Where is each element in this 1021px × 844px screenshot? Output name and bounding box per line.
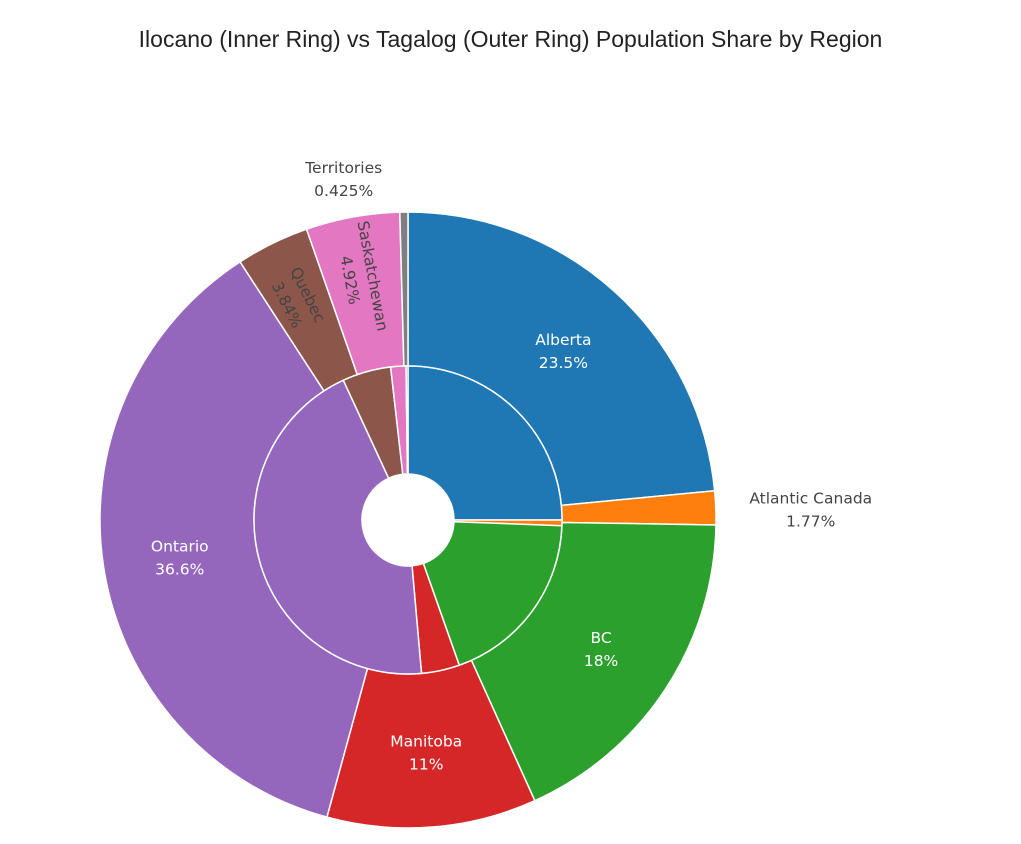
label-alberta: Alberta (535, 331, 591, 349)
chart-title: Ilocano (Inner Ring) vs Tagalog (Outer R… (138, 26, 883, 52)
value-alberta: 23.5% (539, 354, 588, 372)
inner-ring-ilocano (253, 365, 563, 675)
label-atlantic-canada: Atlantic Canada (749, 489, 872, 507)
label-territories: Territories (304, 159, 382, 177)
inner-slice-alberta[interactable] (407, 365, 563, 521)
value-bc: 18% (584, 652, 618, 670)
inner-slice-ontario[interactable] (253, 379, 423, 675)
value-territories: 0.425% (314, 182, 373, 200)
label-ontario: Ontario (151, 538, 209, 556)
inner-slice-bc[interactable] (422, 520, 563, 667)
value-atlantic-canada: 1.77% (786, 512, 835, 530)
outer-ring-tagalog (99, 211, 717, 829)
value-ontario: 36.6% (155, 561, 204, 579)
label-manitoba: Manitoba (390, 732, 462, 750)
label-bc: BC (590, 629, 611, 647)
value-manitoba: 11% (409, 755, 443, 773)
inner-slice-territories[interactable] (405, 365, 409, 475)
